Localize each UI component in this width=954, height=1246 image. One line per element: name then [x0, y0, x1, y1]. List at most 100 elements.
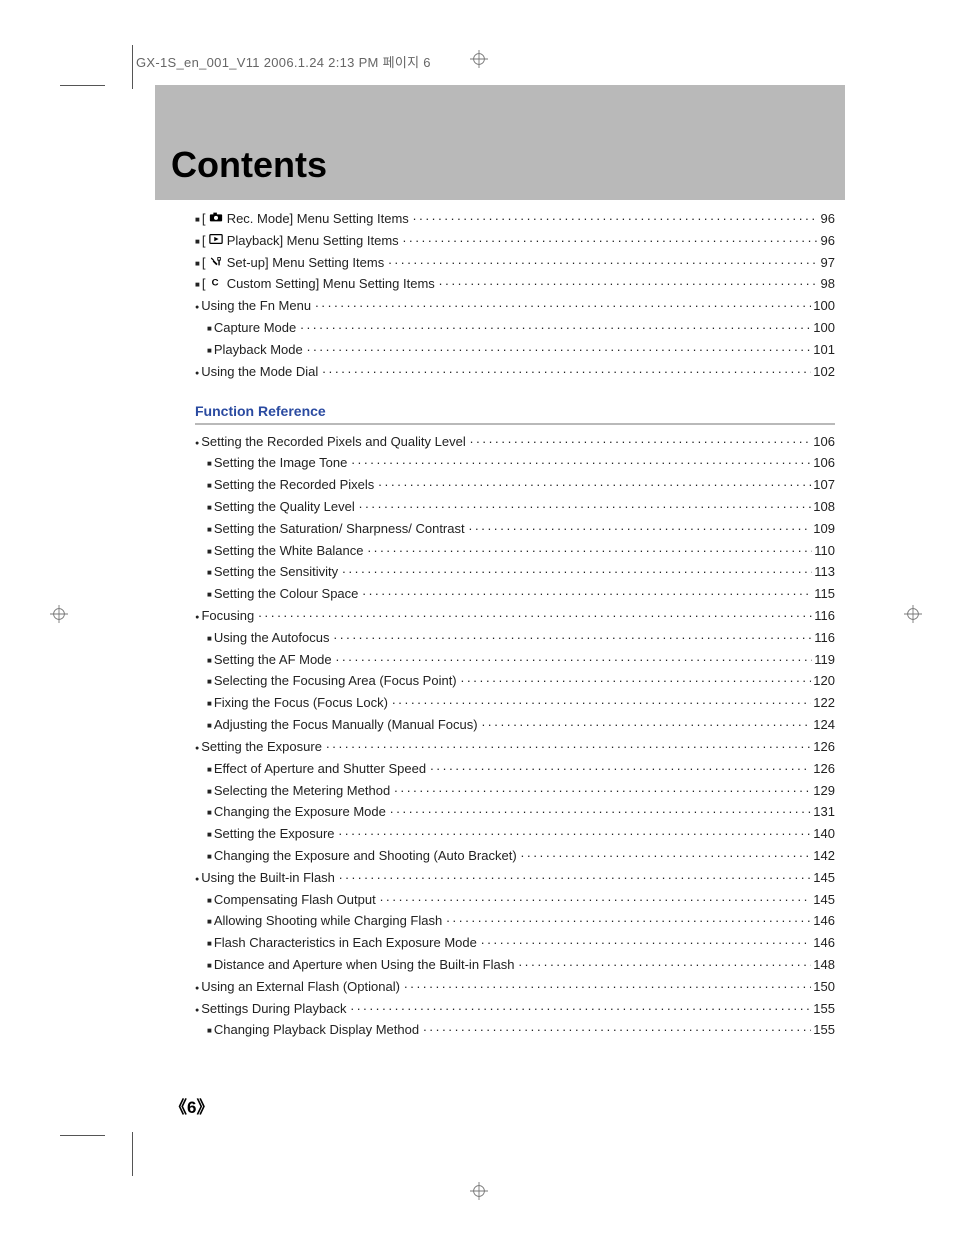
leader-dots — [412, 208, 818, 229]
toc-entry: Setting the Image Tone 106 — [195, 452, 835, 474]
leader-dots — [468, 518, 811, 539]
bullet-square-icon — [207, 849, 212, 867]
toc-top-list: [ Rec. Mode] Menu Setting Items 96 [ Pla… — [195, 208, 835, 383]
toc-page: 150 — [811, 976, 835, 997]
toc-label: Changing the Exposure Mode — [214, 801, 386, 822]
bullet-square-icon — [195, 212, 200, 230]
toc-page: 100 — [811, 317, 835, 338]
leader-dots — [404, 976, 812, 997]
leader-dots — [438, 273, 818, 294]
toc-page: 96 — [819, 208, 835, 229]
toc-label: Using the Fn Menu — [201, 295, 311, 316]
toc-entry: Setting the Quality Level 108 — [195, 496, 835, 518]
toc-label: Using the Autofocus — [214, 627, 330, 648]
toc-label: Fixing the Focus (Focus Lock) — [214, 692, 388, 713]
toc-page: 113 — [812, 561, 835, 582]
toc-page: 98 — [819, 273, 835, 294]
toc-entry: Setting the Saturation/ Sharpness/ Contr… — [195, 518, 835, 540]
toc-page: 145 — [811, 867, 835, 888]
bullet-square-icon — [195, 234, 200, 252]
toc-label: Compensating Flash Output — [214, 889, 376, 910]
toc-label: Using the Mode Dial — [201, 361, 318, 382]
leader-dots — [335, 649, 812, 670]
leader-dots — [339, 867, 812, 888]
bullet-circle-icon — [195, 435, 199, 453]
leader-dots — [379, 889, 811, 910]
toc-page: 107 — [811, 474, 835, 495]
registration-mark-icon — [904, 605, 922, 623]
toc-page: 116 — [812, 605, 835, 626]
toc-entry: Using the Autofocus 116 — [195, 627, 835, 649]
toc-page: 115 — [812, 583, 835, 604]
bullet-square-icon — [207, 762, 212, 780]
toc-label: Adjusting the Focus Manually (Manual Foc… — [214, 714, 478, 735]
toc-entry: Effect of Aperture and Shutter Speed 126 — [195, 758, 835, 780]
leader-dots — [338, 823, 811, 844]
toc-label: Setting the White Balance — [214, 540, 364, 561]
camera-icon — [209, 211, 223, 223]
bullet-square-icon — [207, 587, 212, 605]
toc-page: 148 — [811, 954, 835, 975]
toc-page: 142 — [811, 845, 835, 866]
toc-entry: Setting the Recorded Pixels 107 — [195, 474, 835, 496]
leader-dots — [469, 431, 811, 452]
toc-page: 129 — [811, 780, 835, 801]
toc-entry: Setting the White Balance 110 — [195, 540, 835, 562]
leader-dots — [446, 910, 811, 931]
bullet-circle-icon — [195, 1002, 199, 1020]
bullet-square-icon — [207, 631, 212, 649]
toc-label: Selecting the Focusing Area (Focus Point… — [214, 670, 457, 691]
leader-dots — [402, 230, 818, 251]
toc-label: Changing the Exposure and Shooting (Auto… — [214, 845, 517, 866]
registration-mark-icon — [470, 1182, 488, 1200]
bullet-circle-icon — [195, 980, 199, 998]
toc-entry: Settings During Playback 155 — [195, 998, 835, 1020]
toc-section-list: Setting the Recorded Pixels and Quality … — [195, 431, 835, 1042]
toc-page: 106 — [811, 431, 835, 452]
toc-label: Capture Mode — [214, 317, 296, 338]
toc-entry: Using an External Flash (Optional) 150 — [195, 976, 835, 998]
page-title: Contents — [171, 144, 327, 186]
section-heading: Function Reference — [195, 403, 835, 419]
toc-page: 122 — [811, 692, 835, 713]
bullet-square-icon — [207, 544, 212, 562]
toc-entry: Allowing Shooting while Charging Flash 1… — [195, 910, 835, 932]
toc-page: 100 — [811, 295, 835, 316]
leader-dots — [518, 954, 811, 975]
bullet-square-icon — [195, 256, 200, 274]
toc-entry: Changing the Exposure Mode 131 — [195, 801, 835, 823]
bullet-square-icon — [195, 277, 200, 295]
bullet-square-icon — [207, 343, 212, 361]
leader-dots — [362, 583, 812, 604]
leader-dots — [423, 1019, 812, 1040]
leader-dots — [392, 692, 812, 713]
toc-page: 155 — [811, 1019, 835, 1040]
toc-entry: [ Rec. Mode] Menu Setting Items 96 — [195, 208, 835, 230]
bullet-circle-icon — [195, 609, 199, 627]
toc-label: Setting the Recorded Pixels — [214, 474, 374, 495]
toc-entry: Setting the Recorded Pixels and Quality … — [195, 431, 835, 453]
toc-page: 116 — [812, 627, 835, 648]
toc-label: Changing Playback Display Method — [214, 1019, 419, 1040]
bullet-circle-icon — [195, 365, 199, 383]
toc-page: 131 — [811, 801, 835, 822]
bullet-square-icon — [207, 456, 212, 474]
toc-entry: Playback Mode 101 — [195, 339, 835, 361]
toc-label: Setting the Colour Space — [214, 583, 359, 604]
toc-page: 97 — [819, 252, 835, 273]
toc-label: Setting the Image Tone — [214, 452, 347, 473]
toc-label: Setting the Saturation/ Sharpness/ Contr… — [214, 518, 465, 539]
leader-dots — [388, 252, 819, 273]
leader-dots — [378, 474, 811, 495]
toc-label: Settings During Playback — [201, 998, 346, 1019]
leader-dots — [351, 452, 811, 473]
page-number: 《6》 — [170, 1093, 213, 1118]
toc-page: 119 — [812, 649, 835, 670]
page: GX-1S_en_001_V11 2006.1.24 2:13 PM 페이지 6… — [0, 0, 954, 1246]
registration-mark-icon — [50, 605, 68, 623]
toc-entry: Focusing 116 — [195, 605, 835, 627]
toc-entry: [ Playback] Menu Setting Items 96 — [195, 230, 835, 252]
toc-container: [ Rec. Mode] Menu Setting Items 96 [ Pla… — [195, 208, 835, 1041]
toc-entry: Changing the Exposure and Shooting (Auto… — [195, 845, 835, 867]
crop-mark — [60, 85, 105, 86]
